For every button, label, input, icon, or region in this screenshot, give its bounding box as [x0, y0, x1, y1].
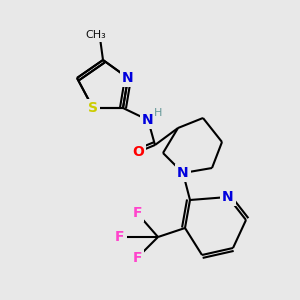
Text: N: N	[222, 190, 234, 204]
Text: N: N	[122, 71, 134, 85]
Text: S: S	[88, 101, 98, 115]
Text: F: F	[132, 251, 142, 265]
Text: N: N	[142, 113, 154, 127]
Text: H: H	[154, 108, 162, 118]
Text: O: O	[132, 145, 144, 159]
Text: F: F	[132, 206, 142, 220]
Text: F: F	[115, 230, 125, 244]
Text: CH₃: CH₃	[85, 30, 106, 40]
Text: N: N	[177, 166, 189, 180]
